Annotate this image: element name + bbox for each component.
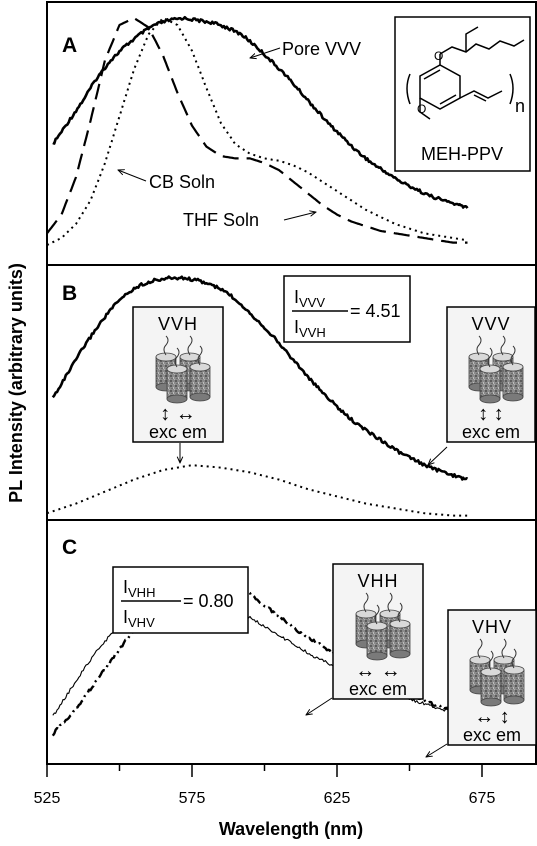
polarization-arrows: ↔ ↔ — [355, 660, 401, 682]
inset-vhv: VHV ↔ ↕exc em — [447, 609, 537, 746]
ratio-c-value: = 0.80 — [183, 591, 234, 611]
panel-letter-a: A — [62, 34, 77, 57]
panel-letter-b: B — [62, 282, 77, 305]
oxygen-atom-bottom: O — [417, 102, 426, 116]
meh-ppv-structure — [406, 26, 525, 120]
series-a-thf-soln — [46, 17, 468, 246]
arrow-vhh — [306, 697, 333, 715]
ratio-c-den: IVHV — [123, 607, 155, 630]
inset-caption: exc em — [463, 725, 521, 745]
series-a-cb-soln — [46, 16, 468, 244]
polarization-arrows: ↕ ↕ — [478, 403, 504, 425]
repeat-unit-subscript: n — [515, 96, 525, 116]
inset-title: VHV — [472, 617, 512, 637]
ratio-box-c: IVHH IVHV = 0.80 — [112, 566, 249, 634]
ratio-b-den: IVVH — [294, 317, 326, 340]
x-tick-label: 625 — [324, 790, 351, 807]
ratio-b-num: IVVV — [294, 287, 325, 310]
label-cb-soln: CB Soln — [149, 172, 215, 192]
inset-vhh: VHH ↔ ↔exc em — [332, 563, 424, 700]
arrow-vhv — [426, 743, 448, 757]
ratio-box-b: IVVV IVVH = 4.51 — [283, 275, 411, 343]
inset-title: VVV — [471, 314, 510, 334]
inset-label-meh-ppv: MEH-PPV — [421, 144, 503, 164]
inset-vvh: VVH ↕ ↔exc em — [132, 306, 224, 443]
polarization-arrows: ↕ ↔ — [160, 403, 196, 425]
x-tick-label: 525 — [34, 790, 61, 807]
series-b-vvh — [46, 464, 468, 517]
inset-caption: exc em — [349, 679, 407, 699]
arrow-thf-soln — [283, 212, 316, 221]
series-b-vvv — [51, 275, 469, 481]
x-tick-label: 675 — [469, 790, 496, 807]
polarization-arrows: ↔ ↕ — [474, 706, 510, 728]
inset-caption: exc em — [462, 422, 520, 442]
y-axis-title: PL Intensity (arbitrary units) — [6, 263, 26, 503]
inset-vvv: VVV ↕ ↕exc em — [446, 306, 536, 443]
inset-caption: exc em — [149, 422, 207, 442]
arrow-pore-vvv — [250, 47, 281, 58]
arrow-cb-soln — [118, 170, 147, 182]
arrow-vvv — [428, 446, 448, 465]
x-axis-title: Wavelength (nm) — [219, 819, 363, 839]
oxygen-atom-top: O — [434, 49, 443, 63]
meh-ppv-inset: O O n MEH-PPV — [394, 16, 531, 172]
x-tick-label: 575 — [179, 790, 206, 807]
panel-letter-c: C — [62, 536, 77, 559]
label-thf-soln: THF Soln — [183, 210, 259, 230]
ratio-b-value: = 4.51 — [350, 301, 401, 321]
ratio-c-num: IVHH — [123, 577, 155, 600]
inset-title: VHH — [357, 571, 398, 591]
plot-frame — [46, 1, 537, 765]
label-pore-vvv: Pore VVV — [282, 39, 361, 59]
inset-title: VVH — [158, 314, 198, 334]
